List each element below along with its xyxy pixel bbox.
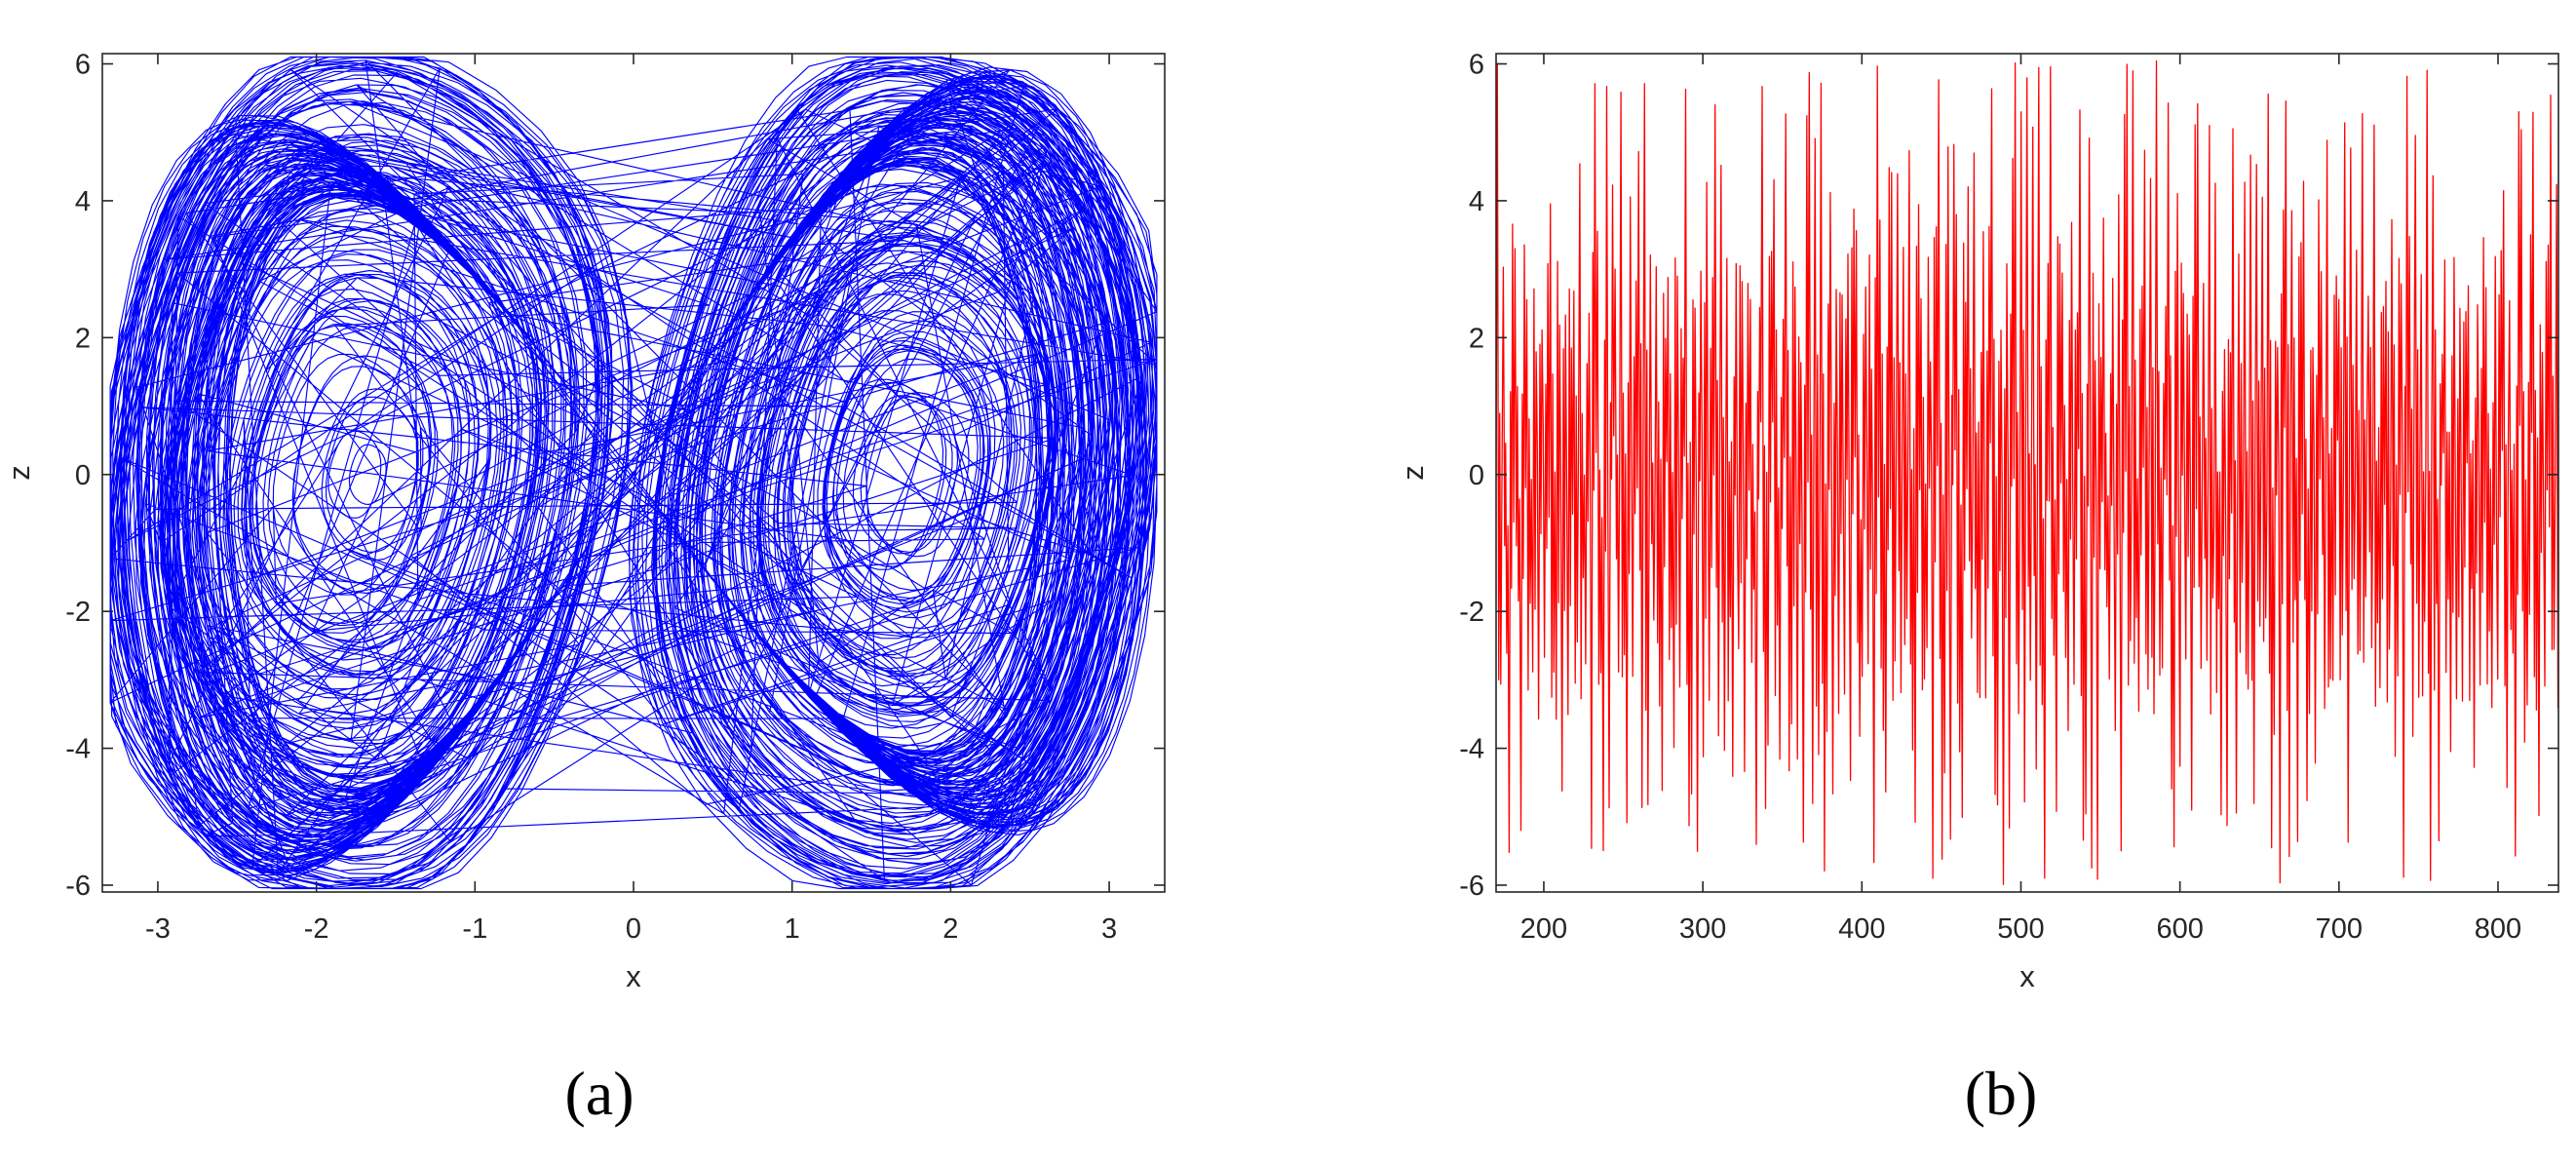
x-tick-label: 700 xyxy=(2316,913,2363,945)
y-tick-label: -4 xyxy=(65,734,91,765)
y-tick-label: -6 xyxy=(65,871,91,902)
time-series-panel: 200 300 400 500 600 700 800 -6 -4 -2 0 2 4 6 x z xyxy=(1396,50,2559,993)
y-tick-label: -2 xyxy=(1459,597,1484,628)
plot-area xyxy=(109,56,1158,890)
y-tick-label: -2 xyxy=(65,597,91,628)
y-tick-label: 2 xyxy=(1469,323,1484,354)
x-tick-label: 300 xyxy=(1679,913,1726,945)
x-axis-label: x xyxy=(2019,959,2035,993)
phase-trajectory xyxy=(109,56,1158,890)
y-tick-label: 0 xyxy=(1469,460,1484,491)
panel-label-b: (b) xyxy=(1964,1059,2038,1128)
x-tick-label: -2 xyxy=(304,913,329,945)
phase-portrait-panel: -3 -2 -1 0 1 2 3 -6 -4 -2 0 2 4 6 x z xyxy=(2,50,1166,993)
axes-frame xyxy=(1495,53,2559,893)
y-tick-label: 6 xyxy=(1469,50,1484,81)
x-tick-label: 600 xyxy=(2156,913,2203,945)
x-tick-label: 200 xyxy=(1520,913,1567,945)
panel-label-a: (a) xyxy=(564,1059,634,1128)
y-tick-label: 2 xyxy=(75,323,91,354)
y-axis-label: z xyxy=(1396,465,1430,481)
x-tick-label: 400 xyxy=(1838,913,1885,945)
y-tick-label: -4 xyxy=(1459,734,1484,765)
x-tick-label: 2 xyxy=(942,913,958,945)
y-tick-label: -6 xyxy=(1459,871,1484,902)
y-axis-label: z xyxy=(2,465,36,481)
x-tick-label: 500 xyxy=(1997,913,2044,945)
y-tick-label: 4 xyxy=(1469,186,1484,217)
y-tick-label: 0 xyxy=(75,460,91,491)
x-tick-label: -1 xyxy=(462,913,487,945)
x-axis-label: x xyxy=(626,959,641,993)
x-tick-label: 0 xyxy=(626,913,641,945)
time-series-line xyxy=(1496,59,2558,885)
plot-area xyxy=(1496,59,2558,885)
x-tick-label: 1 xyxy=(785,913,800,945)
x-tick-label: 3 xyxy=(1101,913,1117,945)
x-tick-label: 800 xyxy=(2475,913,2521,945)
x-tick-label: -3 xyxy=(145,913,171,945)
y-tick-label: 6 xyxy=(75,50,91,81)
y-tick-label: 4 xyxy=(75,186,91,217)
